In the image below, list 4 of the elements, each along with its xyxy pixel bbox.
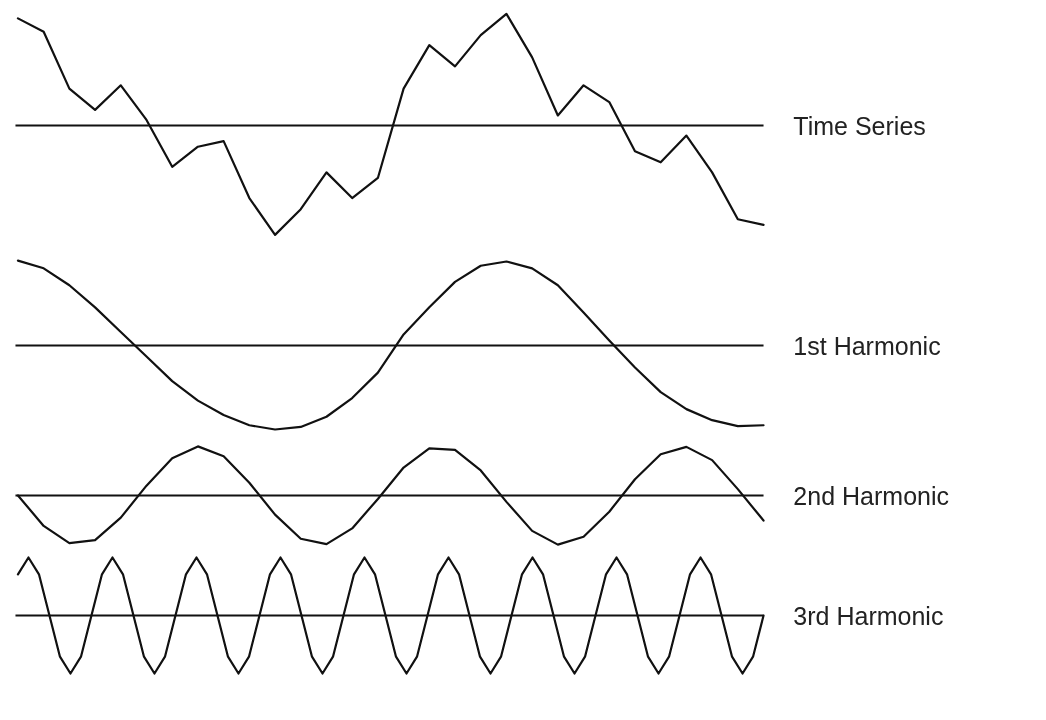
- series-label: 3rd Harmonic: [793, 601, 944, 630]
- series-label: 2nd Harmonic: [793, 481, 949, 510]
- text: 1st Harmonic: [793, 331, 941, 360]
- text: Time Series: [793, 111, 926, 140]
